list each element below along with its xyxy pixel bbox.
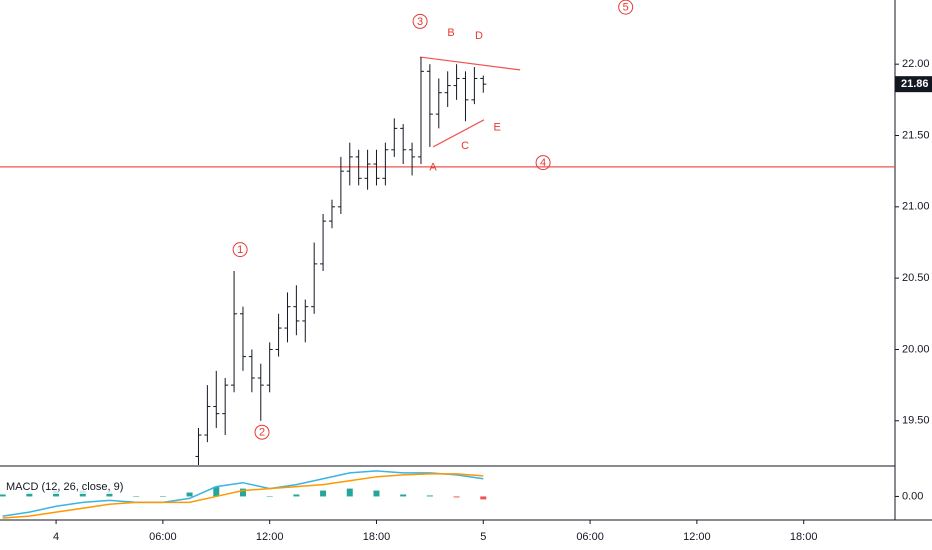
wave-circle <box>618 0 634 15</box>
last-price-label: 21.86 <box>901 78 929 90</box>
macd-line <box>2 473 484 519</box>
trend-line <box>432 119 485 148</box>
histogram-bar <box>159 496 166 497</box>
y-tick-label: 20.50 <box>902 272 930 284</box>
wave-label: B <box>447 27 454 39</box>
macd-line <box>2 470 484 517</box>
y-tick-label: 21.00 <box>902 201 930 213</box>
wave-circle <box>254 424 270 440</box>
indicator-title: MACD (12, 26, close, 9) <box>6 481 123 493</box>
x-tick-label: 12:00 <box>256 531 284 543</box>
x-tick-label: 5 <box>480 531 486 543</box>
wave-label: D <box>475 30 483 42</box>
histogram-bar <box>400 494 407 497</box>
y-tick-label: 19.50 <box>902 415 930 427</box>
histogram-bar <box>480 496 487 500</box>
wave-circle <box>412 13 428 29</box>
histogram-bar <box>293 494 300 497</box>
wave-label: 1 <box>237 244 243 256</box>
wave-label: 3 <box>417 16 423 28</box>
histogram-bar <box>266 496 273 497</box>
histogram-bar <box>346 488 353 497</box>
y-tick-label: 0.00 <box>902 490 923 502</box>
last-price-box <box>895 76 932 93</box>
histogram-bar <box>239 488 246 497</box>
y-tick-label: 22.00 <box>902 58 930 70</box>
wave-label: 5 <box>623 2 629 14</box>
histogram-bar <box>453 496 460 498</box>
wave-label: A <box>429 161 437 173</box>
histogram-bar <box>26 492 33 497</box>
histogram-bar <box>320 490 327 497</box>
y-tick-label: 21.50 <box>902 129 930 141</box>
histogram-bar <box>0 494 6 497</box>
x-tick-label: 18:00 <box>363 531 391 543</box>
wave-label: C <box>461 140 469 152</box>
histogram-bar <box>373 490 380 497</box>
histogram-bar <box>213 486 220 497</box>
histogram-bar <box>426 495 433 497</box>
indicator-label-bg <box>2 479 114 494</box>
wave-label: E <box>493 121 500 133</box>
wave-label: 2 <box>259 427 265 439</box>
x-tick-label: 06:00 <box>576 531 604 543</box>
histogram-bar <box>106 492 113 497</box>
x-tick-label: 18:00 <box>790 531 818 543</box>
wave-circle <box>232 242 248 258</box>
x-tick-label: 06:00 <box>149 531 177 543</box>
wave-circle <box>535 155 551 171</box>
histogram-bar <box>133 496 140 497</box>
histogram-bar <box>186 492 193 497</box>
wave-label: 4 <box>540 157 546 169</box>
x-tick-label: 12:00 <box>683 531 711 543</box>
x-tick-label: 4 <box>53 531 59 543</box>
y-tick-label: 20.00 <box>902 343 930 355</box>
trend-line <box>420 56 521 71</box>
